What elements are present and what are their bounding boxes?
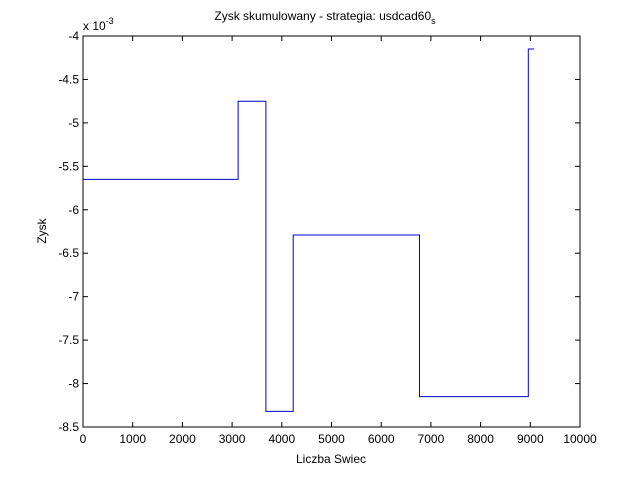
x-tick-label: 4000	[268, 432, 295, 446]
y-exponent-power: -3	[106, 16, 114, 26]
y-tick-label: -4	[68, 29, 79, 43]
x-axis-ticks: 0 1000 2000 3000 4000 5000 6000 7000 8000 9000 100…	[80, 36, 597, 446]
y-tick-label: -6	[68, 203, 79, 217]
series-line	[83, 48, 535, 412]
x-tick-label: 1000	[119, 432, 146, 446]
plot-area	[82, 35, 581, 428]
y-tick-label: -5.5	[58, 159, 79, 173]
chart-title-main: Zysk skumulowany - strategia: usdcad60	[214, 9, 431, 23]
x-tick-label: 2000	[169, 432, 196, 446]
y-exponent-base: x 10	[83, 19, 106, 33]
x-tick-label: 7000	[418, 432, 445, 446]
x-tick-label: 10000	[563, 432, 597, 446]
y-tick-label: -6.5	[58, 246, 79, 260]
series-group	[83, 48, 535, 412]
x-tick-label: 9000	[517, 432, 544, 446]
x-tick-label: 8000	[467, 432, 494, 446]
y-axis-label: Zysk	[35, 217, 49, 243]
y-tick-label: -5	[68, 116, 79, 130]
chart-title-subscript: s	[431, 16, 436, 26]
x-tick-label: 6000	[368, 432, 395, 446]
x-tick-label: 0	[80, 432, 87, 446]
chart-title: Zysk skumulowany - strategia: usdcad60s	[214, 9, 436, 26]
y-tick-label: -8.5	[58, 420, 79, 434]
y-tick-label: -4.5	[58, 72, 79, 86]
y-exponent-label: x 10-3	[83, 16, 114, 33]
x-axis-label: Liczba Swiec	[296, 452, 366, 466]
x-tick-label: 3000	[219, 432, 246, 446]
x-tick-label: 5000	[318, 432, 345, 446]
y-tick-label: -8	[68, 377, 79, 391]
y-tick-label: -7	[68, 290, 79, 304]
y-tick-label: -7.5	[58, 333, 79, 347]
y-axis-ticks: -8.5 -8 -7.5 -7 -6.5 -6 -5.5 -5 -4.5 -4	[58, 29, 580, 434]
